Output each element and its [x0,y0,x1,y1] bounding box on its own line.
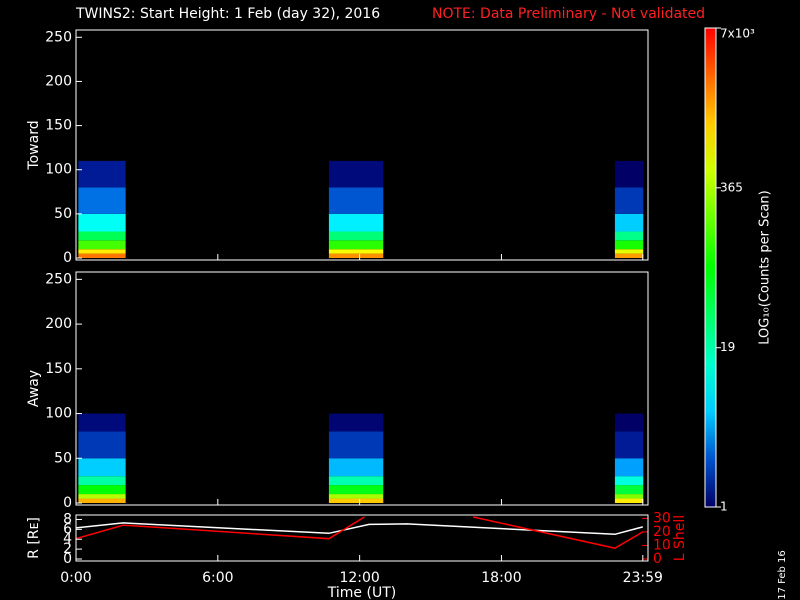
chart-title: TWINS2: Start Height: 1 Feb (day 32), 20… [75,6,380,22]
heat-cell [328,160,384,188]
y-tick-label: 50 [54,450,72,466]
heat-cell [328,240,384,250]
x-tick-label: 12:00 [339,570,379,586]
heat-cell [614,476,644,486]
y-tick-label: 6 [63,521,72,537]
heat-cell [328,431,384,459]
heat-cell [614,240,644,250]
heat-cell [328,413,384,432]
heat-cell [614,249,644,254]
x-tick-label: 18:00 [481,570,521,586]
heat-cell [78,413,126,432]
heat-cell [78,240,126,250]
colorbar-tick-label: 19 [720,340,735,354]
y-tick-label: 0 [63,551,72,567]
heat-cell [78,476,126,486]
x-label: Time (UT) [327,585,396,600]
y-tick-label: 200 [45,316,72,332]
heat-cell [328,213,384,232]
heat-cell [614,253,644,258]
y-tick-label: 250 [45,29,72,45]
y-tick-label: 0 [63,250,72,266]
heat-cell [614,485,644,495]
x-tick-label: 0:00 [60,570,91,586]
plot-frame [75,514,649,562]
heat-cell [328,253,384,258]
colorbar-tick-label: 7x10³ [720,27,755,41]
heat-cell [614,458,644,477]
x-tick-label: 6:00 [202,570,233,586]
y-tick-label: 200 [45,73,72,89]
heat-cell [78,160,126,188]
y-tick-label: 250 [45,271,72,287]
y-tick-label: 2 [63,541,72,557]
colorbar-tick-label: 1 [720,500,728,514]
y-tick-label: 150 [45,361,72,377]
heat-cell [78,431,126,459]
heat-cell [614,160,644,188]
colorbar [704,27,717,508]
plot-frame [75,29,649,261]
heat-cell [328,476,384,486]
y2-tick-label: 30 [653,510,671,526]
line-series [76,516,644,549]
y-tick-label: 4 [63,531,72,547]
y-tick-label: 50 [54,206,72,222]
heat-cell [328,249,384,254]
y-tick-label: 8 [63,511,72,527]
colorbar-tick-label: 365 [720,180,743,194]
y-tick-label: 150 [45,118,72,134]
y-label: Away [26,370,42,407]
colorbar-label: LOG₁₀(Counts per Scan) [758,190,773,345]
y2-tick-label: 10 [653,537,671,553]
y-tick-label: 0 [63,495,72,511]
heat-cell [614,231,644,241]
heat-cell [78,494,126,499]
heat-cell [78,458,126,477]
y-tick-label: 100 [45,406,72,422]
heat-cell [614,413,644,432]
heat-cell [78,231,126,241]
y2-tick-label: 0 [653,551,662,567]
heat-cell [614,494,644,499]
heat-cell [78,253,126,258]
line-series [76,522,643,536]
heat-cell [78,187,126,214]
heat-cell [78,213,126,232]
y2-label: L Shell [672,515,688,561]
y-label: Toward [26,120,42,170]
heat-cell [614,213,644,232]
heat-cell [328,187,384,214]
note: NOTE: Data Preliminary - Not validated [432,6,705,22]
date-stamp: 17 Feb 16 [777,550,788,600]
plot-frame [75,271,649,506]
heat-cell [328,485,384,495]
heat-cell [78,498,126,503]
heat-cell [614,431,644,459]
heat-cell [328,494,384,499]
heat-cell [78,485,126,495]
y-tick-label: 100 [45,162,72,178]
heat-cell [328,231,384,241]
x-tick-label: 23:59 [623,570,663,586]
heat-cell [614,498,644,503]
y-label: R [Rᴇ] [26,517,42,559]
y2-tick-label: 20 [653,524,671,540]
heat-cell [328,458,384,477]
heat-cell [328,498,384,503]
heat-cell [78,249,126,254]
heat-cell [614,187,644,214]
